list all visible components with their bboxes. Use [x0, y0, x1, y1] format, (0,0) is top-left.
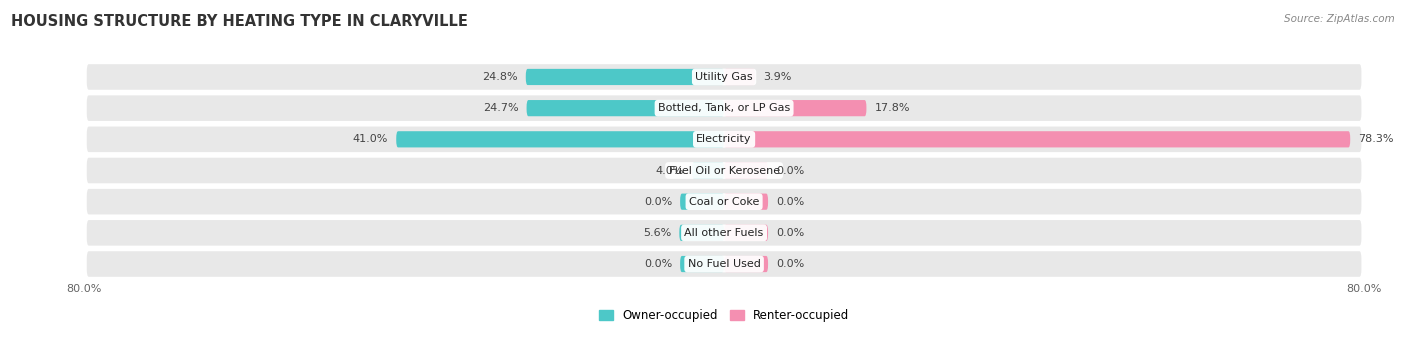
FancyBboxPatch shape: [87, 189, 1361, 214]
FancyBboxPatch shape: [724, 162, 768, 179]
Legend: Owner-occupied, Renter-occupied: Owner-occupied, Renter-occupied: [599, 309, 849, 322]
FancyBboxPatch shape: [681, 256, 724, 272]
Text: Source: ZipAtlas.com: Source: ZipAtlas.com: [1284, 14, 1395, 24]
FancyBboxPatch shape: [724, 256, 768, 272]
FancyBboxPatch shape: [396, 131, 724, 147]
FancyBboxPatch shape: [724, 194, 768, 210]
Text: 24.7%: 24.7%: [482, 103, 519, 113]
Text: 0.0%: 0.0%: [776, 197, 804, 207]
Text: 4.0%: 4.0%: [655, 165, 685, 176]
FancyBboxPatch shape: [87, 95, 1361, 121]
FancyBboxPatch shape: [87, 220, 1361, 246]
Text: 0.0%: 0.0%: [776, 228, 804, 238]
FancyBboxPatch shape: [724, 69, 755, 85]
Text: 3.9%: 3.9%: [763, 72, 792, 82]
Text: Coal or Coke: Coal or Coke: [689, 197, 759, 207]
FancyBboxPatch shape: [526, 69, 724, 85]
Text: HOUSING STRUCTURE BY HEATING TYPE IN CLARYVILLE: HOUSING STRUCTURE BY HEATING TYPE IN CLA…: [11, 14, 468, 29]
Text: 78.3%: 78.3%: [1358, 134, 1393, 144]
Text: 24.8%: 24.8%: [482, 72, 517, 82]
Text: Bottled, Tank, or LP Gas: Bottled, Tank, or LP Gas: [658, 103, 790, 113]
Text: 5.6%: 5.6%: [643, 228, 671, 238]
FancyBboxPatch shape: [692, 162, 724, 179]
Text: No Fuel Used: No Fuel Used: [688, 259, 761, 269]
FancyBboxPatch shape: [724, 225, 768, 241]
FancyBboxPatch shape: [679, 225, 724, 241]
FancyBboxPatch shape: [527, 100, 724, 116]
Text: Fuel Oil or Kerosene: Fuel Oil or Kerosene: [668, 165, 780, 176]
Text: 0.0%: 0.0%: [776, 165, 804, 176]
FancyBboxPatch shape: [87, 64, 1361, 90]
FancyBboxPatch shape: [724, 131, 1350, 147]
Text: Utility Gas: Utility Gas: [696, 72, 752, 82]
FancyBboxPatch shape: [681, 194, 724, 210]
Text: 0.0%: 0.0%: [776, 259, 804, 269]
Text: 0.0%: 0.0%: [644, 197, 672, 207]
FancyBboxPatch shape: [87, 251, 1361, 277]
Text: 41.0%: 41.0%: [353, 134, 388, 144]
Text: Electricity: Electricity: [696, 134, 752, 144]
FancyBboxPatch shape: [724, 100, 866, 116]
FancyBboxPatch shape: [87, 127, 1361, 152]
FancyBboxPatch shape: [87, 158, 1361, 183]
Text: 0.0%: 0.0%: [644, 259, 672, 269]
Text: All other Fuels: All other Fuels: [685, 228, 763, 238]
Text: 17.8%: 17.8%: [875, 103, 910, 113]
